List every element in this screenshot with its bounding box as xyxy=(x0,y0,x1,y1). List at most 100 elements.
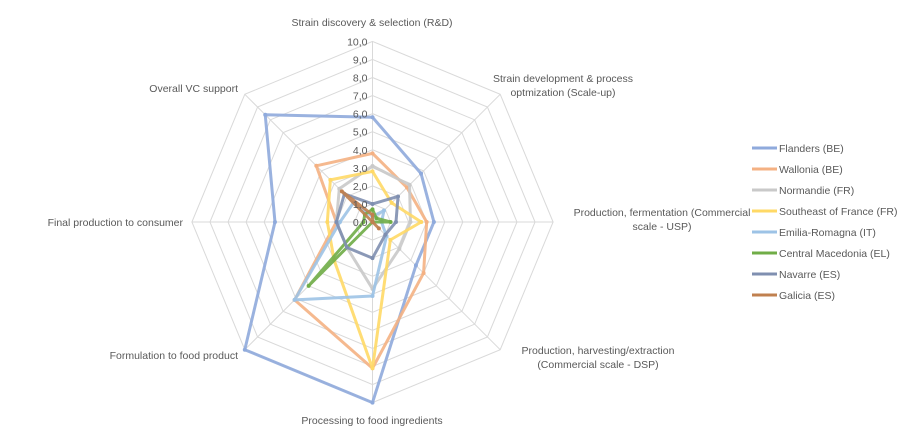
tick-label: 6,0 xyxy=(353,109,368,121)
data-point xyxy=(389,200,394,205)
axis-label: Overall VC support xyxy=(149,83,238,95)
data-point xyxy=(370,207,375,212)
data-point xyxy=(397,246,402,251)
legend-label: Galicia (ES) xyxy=(779,290,835,302)
data-point xyxy=(376,226,381,231)
axis-label-line: scale - USP) xyxy=(633,221,692,233)
data-point xyxy=(370,366,375,371)
legend-item: Central Macedonia (EL) xyxy=(752,248,890,260)
data-point xyxy=(242,347,247,352)
series-0 xyxy=(242,112,436,405)
data-point xyxy=(388,237,393,242)
axis-label-line: Strain discovery & selection (R&D) xyxy=(291,17,452,29)
data-point xyxy=(370,294,375,299)
tick-label: 3,0 xyxy=(353,163,368,175)
tick-label: 2,0 xyxy=(353,181,368,193)
legend-item: Navarre (ES) xyxy=(752,269,840,281)
data-point xyxy=(306,283,311,288)
data-point xyxy=(383,232,388,237)
axis-label: Strain development & process optmization … xyxy=(493,73,633,99)
data-point xyxy=(388,220,393,224)
axis-label: Production, harvesting/extraction (Commer… xyxy=(522,345,675,371)
legend-item: Flanders (BE) xyxy=(752,143,844,155)
data-point xyxy=(370,151,375,156)
legend-item: Southeast of France (FR) xyxy=(752,206,897,218)
data-point xyxy=(370,220,375,224)
axis-label: Production, fermentation (Commercial scal… xyxy=(574,207,751,233)
data-point xyxy=(344,245,349,250)
data-point xyxy=(419,171,424,176)
axis-label-line: Final production to consumer xyxy=(48,217,184,229)
axis-label-line: Strain development & process xyxy=(493,73,633,85)
tick-label: 7,0 xyxy=(353,91,368,103)
tick-label: 9,0 xyxy=(353,54,368,66)
legend-label: Central Macedonia (EL) xyxy=(779,248,890,260)
axis-label: Strain discovery & selection (R&D) xyxy=(291,17,452,29)
data-point xyxy=(337,186,342,191)
axis-label: Formulation to food product xyxy=(110,350,238,362)
legend-item: Galicia (ES) xyxy=(752,290,835,302)
data-point xyxy=(421,271,426,276)
data-point xyxy=(334,220,339,224)
tick-labels: 0,0 1,0 2,0 3,0 4,0 5,0 6,0 7,0 8,0 9,0 10,0 xyxy=(347,36,368,229)
axis-label: Processing to food ingredients xyxy=(301,415,442,427)
axis-label-line: Overall VC support xyxy=(149,83,238,95)
legend: Flanders (BE) Wallonia (BE) Normandie (FR)… xyxy=(752,143,897,302)
data-point xyxy=(361,220,366,224)
data-point xyxy=(370,169,375,174)
data-point xyxy=(337,220,342,224)
data-point xyxy=(263,112,268,117)
data-point xyxy=(339,189,344,194)
data-point xyxy=(407,182,412,187)
legend-label: Normandie (FR) xyxy=(779,185,854,197)
tick-label: 10,0 xyxy=(347,36,368,48)
tick-label: 4,0 xyxy=(353,145,368,157)
axis-label-line: Production, harvesting/extraction xyxy=(522,345,675,357)
axis-labels: Strain discovery & selection (R&D) Strain… xyxy=(48,17,751,427)
tick-label: 5,0 xyxy=(353,127,368,139)
data-point xyxy=(370,115,375,120)
legend-label: Flanders (BE) xyxy=(779,143,844,155)
axis-label: Final production to consumer xyxy=(48,217,184,229)
tick-label: 0,0 xyxy=(353,217,368,229)
data-point xyxy=(381,208,386,213)
data-point xyxy=(408,220,413,224)
data-point xyxy=(404,185,409,190)
series-3 xyxy=(325,169,424,371)
data-point xyxy=(370,201,375,206)
radar-series xyxy=(242,112,436,405)
legend-label: Southeast of France (FR) xyxy=(779,206,897,218)
legend-item: Wallonia (BE) xyxy=(752,164,843,176)
axis-spoke xyxy=(372,221,501,351)
tick-label: 1,0 xyxy=(353,199,368,211)
data-point xyxy=(292,297,297,302)
axis-spoke xyxy=(372,93,501,223)
radar-grid xyxy=(191,40,554,404)
axis-label-line: optmization (Scale-up) xyxy=(510,87,615,99)
data-point xyxy=(419,220,424,224)
data-point xyxy=(374,216,379,221)
series-7 xyxy=(339,189,381,231)
legend-label: Emilia-Romagna (IT) xyxy=(779,227,876,239)
data-point xyxy=(393,220,398,224)
data-point xyxy=(370,164,375,169)
data-point xyxy=(431,220,436,224)
data-point xyxy=(370,256,375,261)
data-point xyxy=(413,263,418,268)
data-point xyxy=(325,220,330,224)
legend-item: Normandie (FR) xyxy=(752,185,854,197)
series-line xyxy=(334,164,412,291)
axis-label-line: Production, fermentation (Commercial xyxy=(574,207,751,219)
axis-label-line: Formulation to food product xyxy=(110,350,238,362)
data-point xyxy=(272,220,277,224)
legend-label: Wallonia (BE) xyxy=(779,164,843,176)
data-point xyxy=(370,400,375,405)
tick-label: 8,0 xyxy=(353,73,368,85)
data-point xyxy=(370,212,375,217)
axis-label-line: Processing to food ingredients xyxy=(301,415,442,427)
data-point xyxy=(314,163,319,168)
axis-label-line: (Commercial scale - DSP) xyxy=(537,359,658,371)
data-point xyxy=(424,220,429,224)
legend-label: Navarre (ES) xyxy=(779,269,840,281)
data-point xyxy=(328,177,333,182)
